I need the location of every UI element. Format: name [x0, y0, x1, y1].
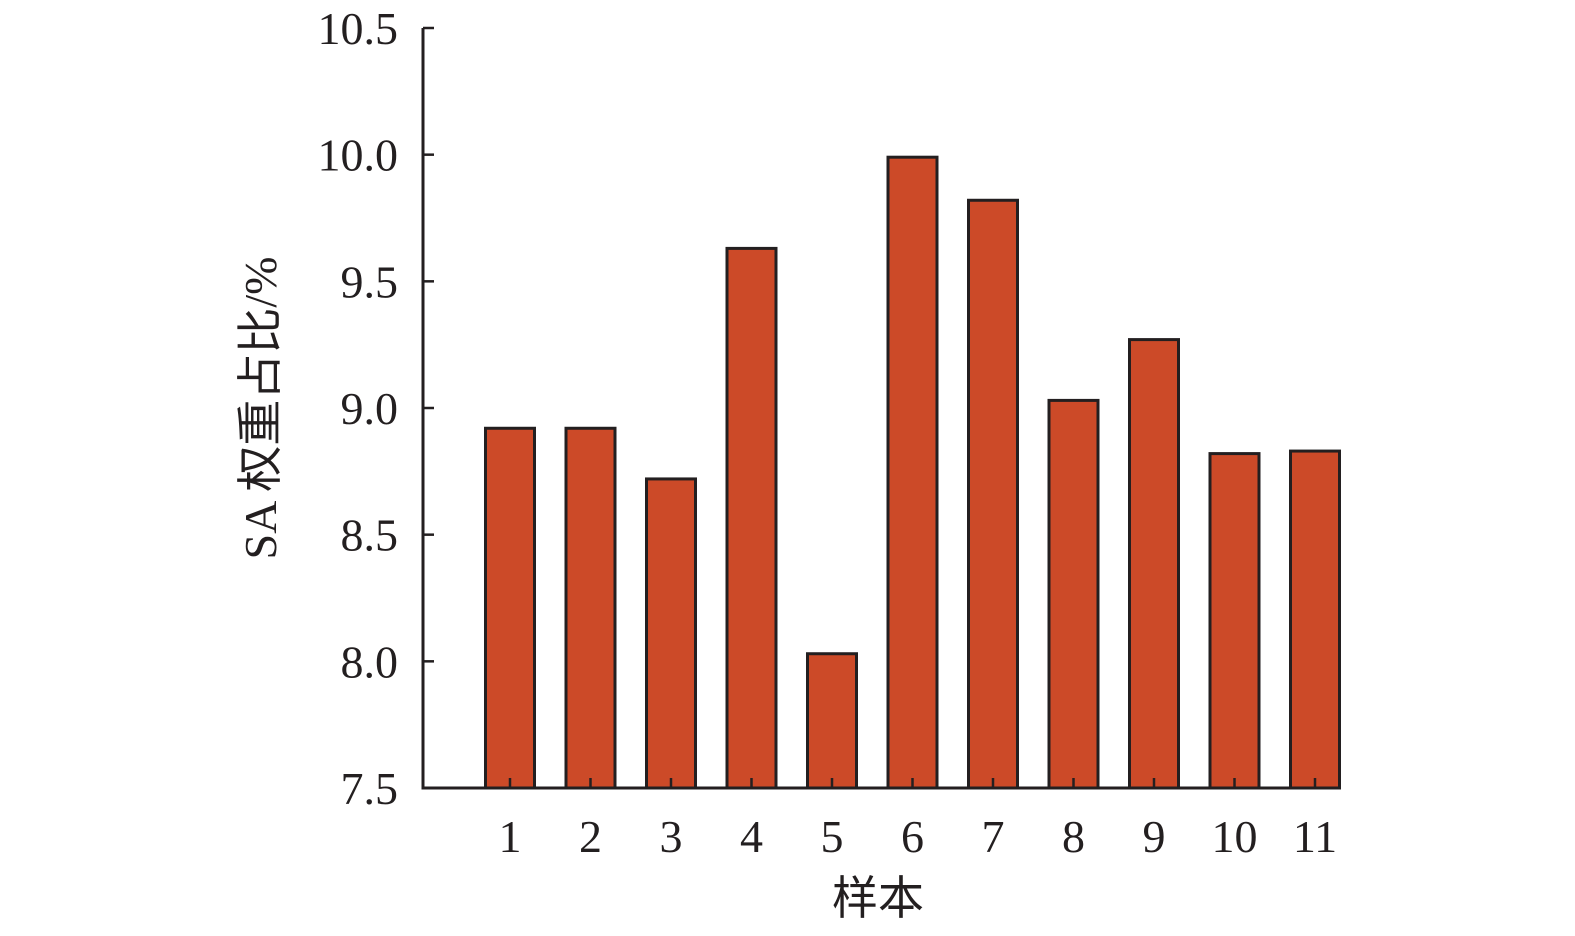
- x-tick-label: 10: [1212, 811, 1258, 862]
- x-tick-label: 4: [740, 811, 763, 862]
- y-tick-label: 10.0: [318, 130, 399, 181]
- y-tick-label: 8.5: [341, 510, 399, 561]
- bar-3: [645, 477, 697, 790]
- y-tick-label: 9.5: [341, 256, 399, 307]
- x-tick-label: 9: [1143, 811, 1166, 862]
- bars-group: [484, 155, 1341, 790]
- bar-8: [1047, 398, 1100, 790]
- x-axis-title: 样本: [832, 873, 924, 924]
- bar-7: [967, 198, 1019, 790]
- bar-9: [1128, 338, 1180, 790]
- x-tick-label: 11: [1293, 811, 1337, 862]
- x-tick-label: 2: [579, 811, 602, 862]
- bar-11: [1289, 449, 1341, 790]
- bar-4: [725, 246, 778, 790]
- x-tick-label: 6: [901, 811, 924, 862]
- x-tick-label: 3: [660, 811, 683, 862]
- y-tick-label: 7.5: [341, 763, 399, 814]
- y-tick-label: 8.0: [341, 636, 399, 687]
- y-axis-title: SA 权重占比/%: [235, 257, 286, 560]
- bar-6: [886, 155, 939, 790]
- bar-5: [806, 652, 858, 790]
- bar-1: [484, 426, 536, 790]
- x-tick-label: 8: [1062, 811, 1085, 862]
- y-axis: 7.5 8.0 8.5 9.0 9.5 10.0 10.5: [318, 3, 434, 814]
- x-tick-label: 5: [821, 811, 844, 862]
- x-tick-label: 1: [499, 811, 522, 862]
- bar-2: [564, 426, 617, 790]
- y-tick-label: 9.0: [341, 383, 399, 434]
- bar-10: [1208, 452, 1261, 790]
- x-axis: 1 2 3 4 5 6 7 8 9 10 11: [421, 778, 1340, 862]
- y-tick-label: 10.5: [318, 3, 399, 54]
- x-tick-label: 7: [982, 811, 1005, 862]
